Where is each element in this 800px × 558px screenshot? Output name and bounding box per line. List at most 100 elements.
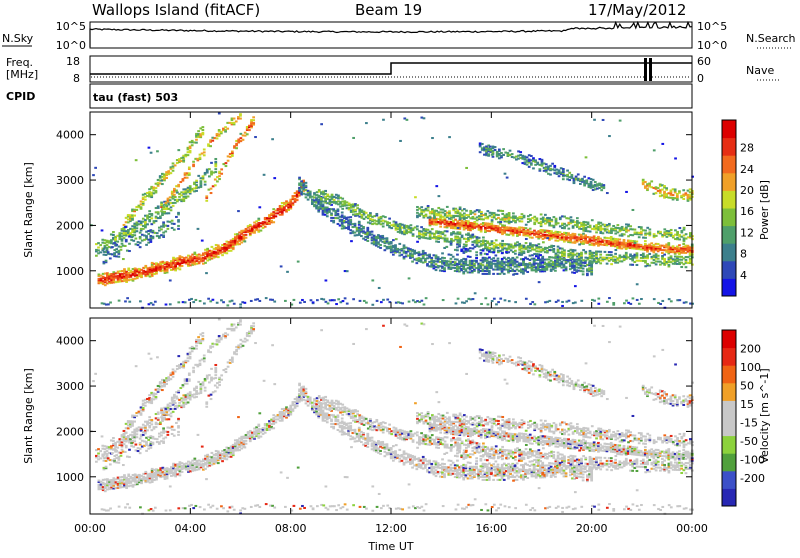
colorbar-swatch [722,173,736,191]
power-cell [379,244,382,246]
power-cell [106,244,109,246]
power-cell [484,213,487,215]
power-cell [410,224,413,226]
power-cell [531,301,534,303]
power-cell [207,298,210,300]
power-cell [520,254,523,256]
power-cell [529,228,532,230]
power-cell [541,266,544,268]
power-cell [678,238,681,240]
velocity-cell [181,471,184,473]
power-cell [570,174,573,176]
power-cell [354,223,357,225]
power-cell [541,259,544,261]
power-cell [309,191,312,193]
power-cell [614,253,617,255]
velocity-cell [179,474,182,476]
power-cell [177,219,180,221]
power-cell [538,281,541,283]
power-cell [202,126,205,128]
power-cell [555,218,558,220]
power-cell [412,299,415,301]
power-cell [203,302,206,304]
power-cell [280,265,283,267]
power-cell [325,279,328,281]
freq-panel: Freq. [MHz] 18 8 60 0 Nave [6,55,780,85]
power-cell [606,192,609,194]
power-cell [352,298,355,300]
power-cell [561,301,564,303]
power-cell [474,292,477,294]
nsky-frame [90,22,692,48]
power-cell [484,297,487,299]
power-cell [503,257,506,259]
power-cell [384,216,387,218]
power-cell [412,233,415,235]
power-cell [333,199,336,201]
power-cell [493,298,496,300]
power-cell [222,301,225,303]
power-cell [437,241,440,243]
power-cell [197,130,200,132]
power-cell [573,259,576,261]
power-cell [221,254,224,256]
power-cell [390,227,393,229]
power-cell [557,246,560,248]
nave-tick-top: 60 [697,55,711,68]
power-cell [537,243,540,245]
power-cell [235,120,238,122]
power-cell [443,257,446,259]
nave-label: Nave [746,64,774,77]
power-cell [293,299,296,301]
power-cell [244,240,247,242]
power-frame [90,112,692,308]
power-cell [478,237,481,239]
nsky-label: N.Sky [2,32,34,45]
power-cell [532,167,535,169]
power-cell [480,252,483,254]
power-cell [682,189,685,191]
power-cell [95,255,98,257]
power-cell [300,180,303,182]
power-cell [486,241,489,243]
power-cell [388,222,391,224]
power-cell [206,248,209,250]
power-cell [107,251,110,253]
power-cell [659,231,662,233]
power-cell [201,240,204,242]
power-cell [446,230,449,232]
power-cell [568,172,571,174]
power-cell [593,119,596,121]
power-cell [217,244,220,246]
power-cell [187,195,190,197]
power-cell [508,212,511,214]
power-cell [210,192,213,194]
power-cell [205,272,208,274]
power-cell [386,299,389,301]
power-cell [112,231,115,233]
power-cell [604,251,607,253]
power-cell [606,301,609,303]
power-cell [197,175,200,177]
colorbar-swatch [722,208,736,226]
power-cell [252,119,255,121]
power-cell [218,171,221,173]
power-cell [467,232,470,234]
power-cell [172,170,175,172]
power-cell [682,198,685,200]
power-cell [549,174,552,176]
power-cell [676,231,679,233]
power-cell [408,277,411,279]
power-cell [562,178,565,180]
power-cell [625,300,628,302]
power-cell [549,165,552,167]
power-cell [365,302,368,304]
power-cell [109,257,112,259]
power-cell [218,178,221,180]
power-cell [670,300,673,302]
power-cell [204,184,207,186]
power-cell [220,299,223,301]
power-cell [558,169,561,171]
power-cell [195,180,198,182]
power-ylabel: Slant Range [km] [22,162,35,258]
